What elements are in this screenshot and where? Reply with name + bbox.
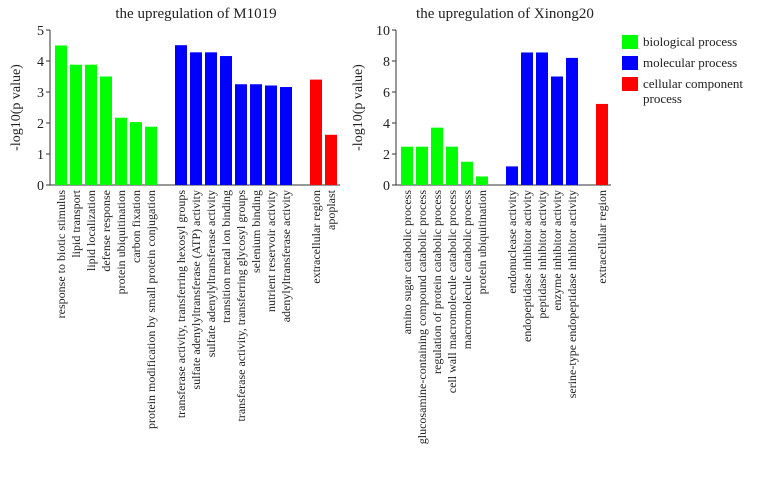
- legend-swatch: [622, 35, 638, 49]
- y-tick-label: 4: [37, 55, 44, 70]
- bar: [431, 127, 443, 185]
- chart-1: the upregulation of M1019 0 1 2 3 4 5 -log10(p …: [9, 6, 340, 429]
- x-tick-label: lipid transport: [69, 189, 83, 257]
- x-tick-label: extracellular region: [595, 190, 609, 284]
- x-tick-label: glucosamine-containing compound cataboli…: [415, 190, 429, 445]
- bar: [70, 64, 82, 185]
- x-tick-label: protein ubiquitination: [114, 190, 128, 294]
- y-tick-label: 4: [383, 117, 390, 132]
- chart-title: the upregulation of M1019: [115, 6, 276, 22]
- bar: [401, 146, 413, 185]
- bar: [325, 134, 337, 185]
- bar: [235, 84, 247, 185]
- bar: [130, 122, 142, 185]
- x-tick-label: cell wall macromolecule catabolic proces…: [445, 190, 459, 394]
- x-tick-label: transition metal ion binding: [219, 190, 233, 323]
- bar: [506, 166, 518, 185]
- x-tick-label: adenylyltransferase activity: [279, 190, 293, 322]
- y-tick-label: 6: [383, 86, 390, 101]
- x-tick-label: endonuclease activity: [505, 190, 519, 294]
- y-tick-label: 2: [383, 148, 390, 163]
- x-tick-label: defense response: [99, 190, 113, 272]
- x-tick-label: enzyme inhibitor activity: [550, 190, 564, 311]
- x-tick-label: lipid localization: [84, 190, 98, 271]
- x-tick-label: endopeptidase inhibitor activity: [520, 190, 534, 342]
- legend-item: molecular process: [622, 55, 772, 70]
- y-axis-label: -log10(p value): [9, 64, 24, 151]
- bar: [596, 103, 608, 185]
- x-tick-label: regulation of protein catabolic process: [430, 190, 444, 374]
- x-tick-label: response to biotic stimulus: [54, 190, 68, 319]
- bar: [205, 52, 217, 185]
- bar: [280, 87, 292, 185]
- legend-item: cellular component process: [622, 76, 772, 106]
- y-tick-label: 10: [376, 24, 390, 39]
- bar: [265, 85, 277, 185]
- y-tick-label: 2: [37, 117, 44, 132]
- bar: [521, 52, 533, 185]
- bar: [416, 146, 428, 185]
- x-tick-label: nutrient reservoir activity: [264, 190, 278, 312]
- chart-title: the upregulation of Xinong20: [416, 6, 594, 22]
- x-tick-label: protein modification by small protein co…: [144, 190, 158, 429]
- bar: [250, 84, 262, 185]
- bar: [220, 56, 232, 185]
- bar: [551, 76, 563, 185]
- x-tick-label: amino sugar catabolic process: [400, 190, 414, 335]
- y-tick-label: 0: [383, 179, 390, 194]
- bar: [310, 79, 322, 185]
- y-tick-label: 1: [37, 148, 44, 163]
- x-tick-label: serine-type endopeptidase inhibitor acti…: [565, 190, 579, 398]
- bar: [461, 161, 473, 185]
- legend: biological process molecular process cel…: [622, 34, 772, 112]
- y-tick-label: 0: [37, 179, 44, 194]
- x-tick-label: transferase activity, transferring glyco…: [234, 190, 248, 422]
- bar: [85, 64, 97, 185]
- x-tick-label: extracellular region: [309, 190, 323, 284]
- x-tick-label: selenium binding: [249, 190, 263, 273]
- bar: [536, 52, 548, 185]
- bar: [190, 52, 202, 185]
- x-tick-label: sulfate adenylyltransferase activity: [204, 190, 218, 357]
- bar: [476, 176, 488, 185]
- bar: [115, 117, 127, 185]
- x-tick-label: apoplast: [324, 189, 338, 230]
- y-tick-label: 8: [383, 55, 390, 70]
- legend-swatch: [622, 77, 638, 91]
- bar: [175, 45, 187, 185]
- y-tick-label: 3: [37, 86, 44, 101]
- bar: [100, 76, 112, 185]
- bar: [446, 146, 458, 185]
- x-tick-label: sulfate adenylyltransferase (ATP) activi…: [189, 190, 203, 390]
- x-tick-label: peptidase inhibitor activity: [535, 190, 549, 319]
- bar: [566, 57, 578, 185]
- legend-item: biological process: [622, 34, 772, 49]
- y-tick-label: 5: [37, 24, 44, 39]
- bar: [145, 126, 157, 185]
- x-tick-label: transferase activity, transferring hexos…: [174, 190, 188, 418]
- bar: [55, 45, 67, 185]
- x-tick-label: macromolecule catabolic process: [460, 190, 474, 350]
- legend-label: biological process: [643, 34, 738, 49]
- x-tick-label: carbon fixation: [129, 190, 143, 263]
- chart-2: the upregulation of Xinong20 0 2 4 6 8 10 -log1…: [351, 6, 611, 444]
- legend-label: cellular component process: [643, 76, 743, 106]
- y-axis-label: -log10(p value): [351, 64, 366, 151]
- legend-label: molecular process: [643, 55, 738, 70]
- x-tick-label: protein ubiquitination: [475, 190, 489, 294]
- legend-swatch: [622, 56, 638, 70]
